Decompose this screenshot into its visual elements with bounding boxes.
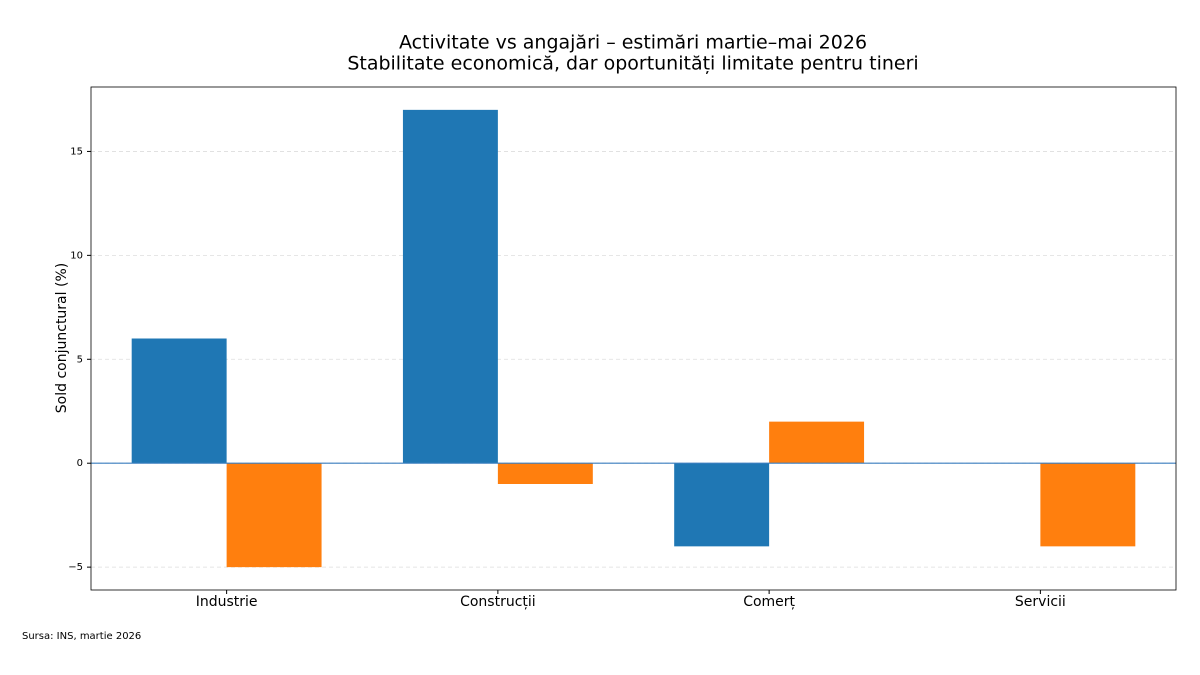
y-tick-label: −5: [68, 562, 83, 573]
bar: [769, 421, 865, 464]
bar: [674, 463, 770, 547]
x-tick-label: Comerț: [743, 594, 795, 610]
bar: [402, 109, 498, 464]
x-tick-label: Servicii: [1015, 594, 1066, 610]
bar: [226, 463, 322, 568]
x-tick-label: Construcții: [460, 594, 536, 610]
bar: [131, 338, 227, 464]
y-axis-label: Sold conjunctural (%): [54, 263, 70, 413]
x-tick-label: Industrie: [196, 594, 258, 610]
y-tick-label: 0: [77, 458, 83, 469]
y-tick-label: 10: [70, 250, 83, 261]
chart-subtitle: Stabilitate economică, dar oportunități …: [347, 53, 918, 75]
bar: [497, 463, 593, 484]
plot-frame: [90, 86, 1177, 591]
bar: [1040, 463, 1136, 547]
y-tick-label: 15: [70, 146, 83, 157]
source-note: Sursa: INS, martie 2026: [22, 631, 141, 642]
chart-title: Activitate vs angajări – estimări martie…: [399, 32, 867, 54]
y-tick-label: 5: [77, 354, 83, 365]
